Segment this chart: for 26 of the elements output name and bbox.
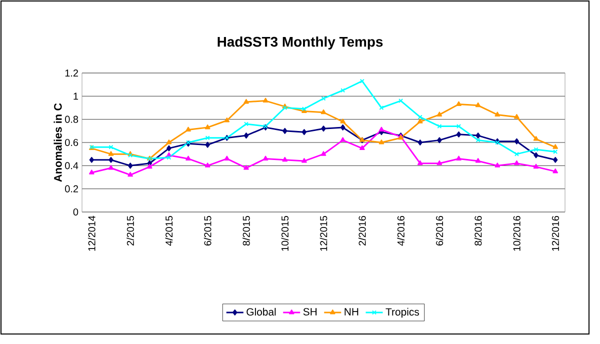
legend-label: NH [344, 308, 358, 316]
chart-title: HadSST3 Monthly Temps [218, 36, 383, 50]
y-tick-label: 0.6 [65, 138, 78, 146]
x-tick-label: 4/2016 [397, 216, 404, 246]
x-tick-label: 2/2015 [126, 216, 134, 246]
y-tick-label: 0.2 [65, 185, 78, 192]
x-tick-label: 12/2015 [320, 216, 328, 251]
x-tick-label: 6/2016 [436, 216, 444, 246]
x-tick-label: 2/2016 [358, 216, 366, 246]
x-tick-label: 10/2015 [281, 216, 289, 251]
legend-label: Global [246, 308, 276, 316]
y-tick-label: 1.2 [65, 70, 78, 76]
legend-label: SH [303, 308, 317, 316]
y-tick-label: 0.8 [65, 116, 78, 123]
x-tick-label: 8/2015 [242, 216, 250, 246]
y-tick-label: 0.4 [65, 162, 78, 170]
x-tick-label: 4/2015 [165, 216, 173, 246]
x-tick-label: 12/2014 [88, 216, 96, 251]
x-tick-label: 8/2016 [474, 216, 482, 246]
x-tick-label: 6/2015 [204, 216, 212, 246]
x-tick-label: 12/2016 [552, 216, 560, 251]
y-tick-label: 0 [73, 208, 78, 216]
legend-label: Tropics [386, 308, 420, 318]
x-tick-label: 10/2016 [513, 216, 520, 251]
y-axis-title: Anomalies in C [54, 103, 62, 182]
y-tick-label: 1 [74, 92, 78, 100]
